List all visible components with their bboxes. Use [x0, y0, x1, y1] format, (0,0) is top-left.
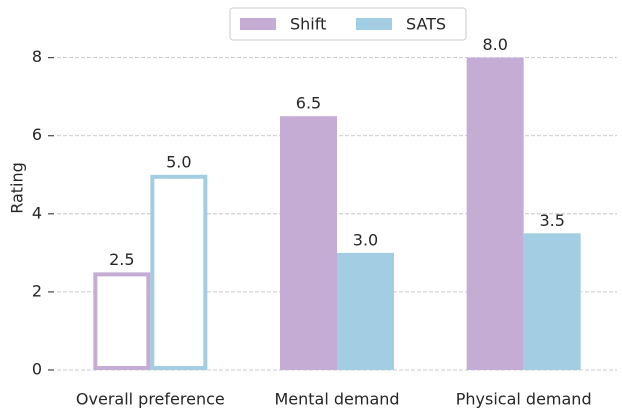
legend-swatch	[240, 18, 276, 30]
legend-box	[229, 7, 467, 41]
x-tick-label: Physical demand	[456, 390, 592, 409]
bar	[523, 233, 581, 370]
bar	[93, 272, 151, 370]
legend-label: SATS	[406, 15, 446, 34]
bar	[150, 174, 208, 370]
y-tick-label: 2	[32, 281, 42, 300]
y-tick-label: 6	[32, 125, 42, 144]
y-tick-label: 4	[32, 203, 42, 222]
value-label: 3.5	[539, 211, 564, 230]
value-label: 3.0	[353, 230, 378, 249]
y-tick-label: 8	[32, 47, 42, 66]
legend-label: Shift	[290, 15, 326, 34]
bar	[466, 57, 524, 370]
y-tick-label: 0	[32, 360, 42, 379]
bar	[337, 252, 394, 370]
bar	[280, 116, 337, 370]
x-tick-label: Overall preference	[76, 390, 225, 409]
legend-swatch	[356, 18, 392, 30]
x-tick-label: Mental demand	[274, 390, 399, 409]
value-label: 2.5	[109, 250, 134, 269]
value-label: 8.0	[482, 35, 507, 54]
value-label: 6.5	[296, 94, 321, 113]
value-label: 5.0	[166, 152, 191, 171]
y-axis-label: Rating	[8, 162, 27, 214]
